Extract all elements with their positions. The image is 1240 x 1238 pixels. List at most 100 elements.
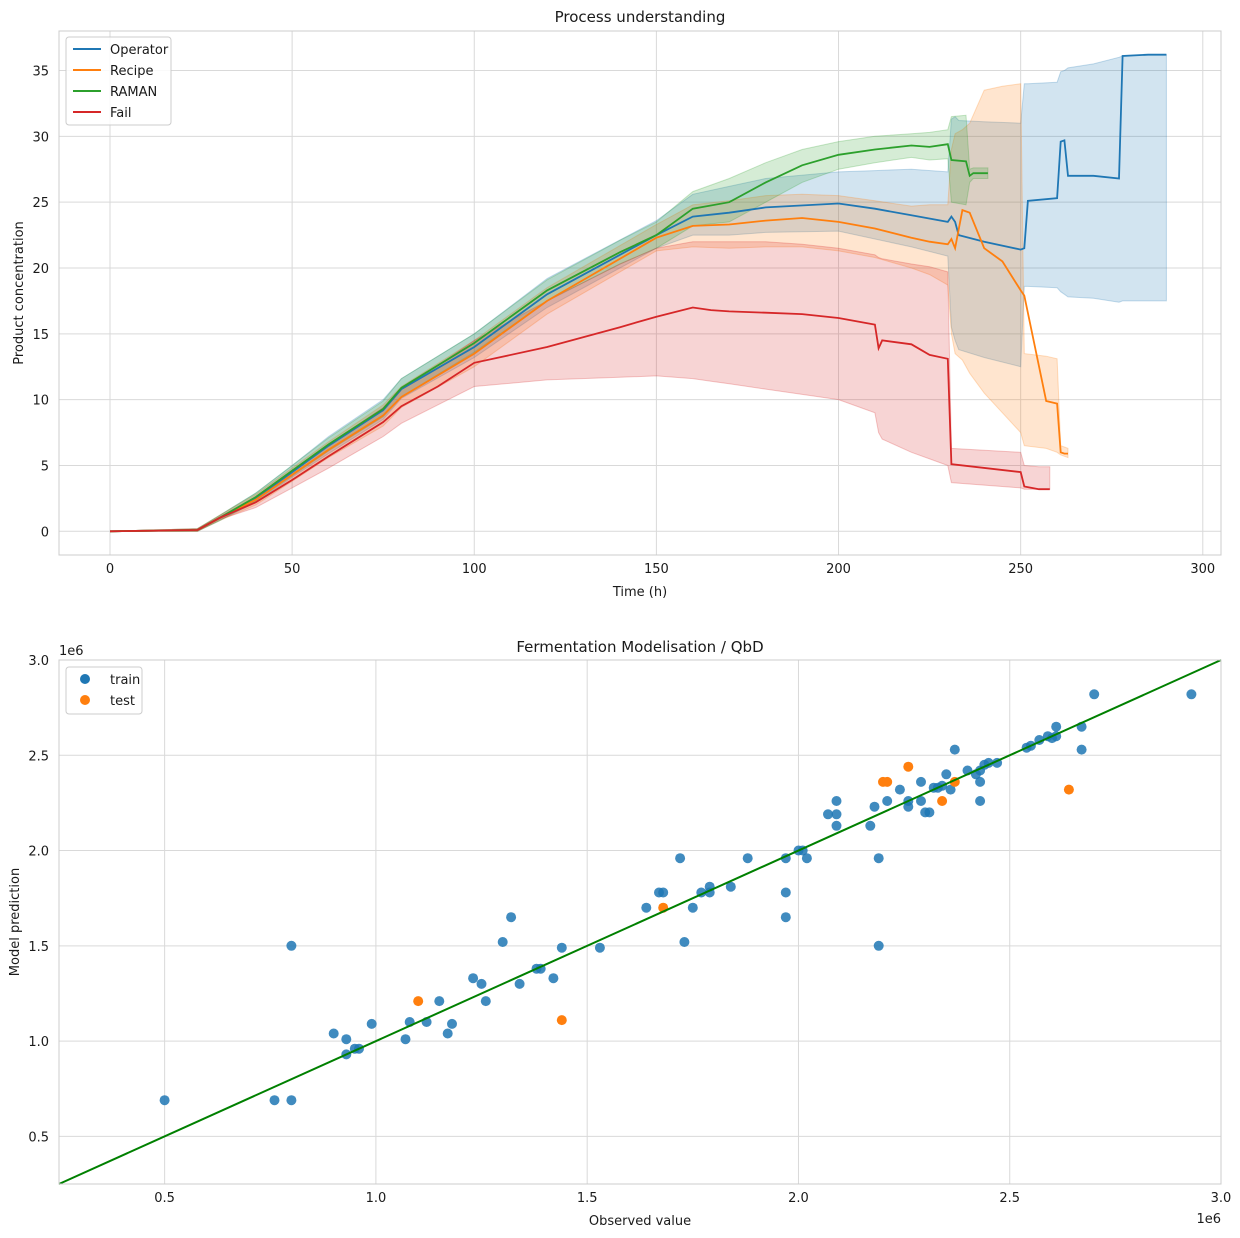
x-tick-label: 3.0 <box>1211 1191 1232 1206</box>
point-train <box>641 902 652 913</box>
point-train <box>916 796 926 806</box>
y-tick-label: 5 <box>41 459 49 474</box>
point-test <box>937 796 948 806</box>
legend-label: Fail <box>110 106 131 121</box>
point-train <box>801 853 812 864</box>
chart-title: Fermentation Modelisation / QbD <box>516 638 763 656</box>
y-tick-label: 2.5 <box>28 749 49 764</box>
point-train <box>497 937 508 947</box>
x-axis-label: Observed value <box>589 1214 691 1229</box>
x-tick-label: 250 <box>1008 562 1033 577</box>
y-tick-label: 15 <box>32 328 49 343</box>
y-tick-label: 0.5 <box>28 1130 49 1145</box>
x-tick-label: 2.5 <box>999 1191 1020 1206</box>
x-tick-label: 50 <box>284 562 301 577</box>
y-tick-labels: 0 5 10 15 20 25 30 35 <box>32 64 49 540</box>
point-train <box>328 1028 339 1039</box>
point-train <box>873 940 884 951</box>
point-train <box>434 996 445 1007</box>
point-train <box>831 796 842 806</box>
point-test <box>556 1015 567 1026</box>
point-test <box>903 761 914 772</box>
point-train <box>742 853 753 864</box>
point-train <box>286 940 297 951</box>
y-axis-label: Model prediction <box>8 868 23 976</box>
y-tick-label: 10 <box>32 394 49 409</box>
y-offset-label: 1e6 <box>59 644 84 659</box>
point-test <box>882 776 893 787</box>
fermentation-model-chart: 0.5 1.0 1.5 2.0 2.5 3.0 0.5 1.0 1.5 2.0 2.5 3.0 Fe… <box>8 638 1231 1229</box>
y-tick-label: 0 <box>41 525 49 540</box>
point-train <box>476 978 487 989</box>
point-train <box>442 1028 453 1039</box>
point-train <box>975 796 986 806</box>
y-tick-label: 2.0 <box>28 845 49 860</box>
point-train <box>1076 744 1087 755</box>
x-tick-label: 2.0 <box>788 1191 809 1206</box>
point-train <box>831 820 842 831</box>
scatter-points <box>159 689 1197 1106</box>
series-line-raman <box>109 143 988 533</box>
series-line-recipe <box>109 208 1068 533</box>
point-train <box>687 902 698 913</box>
point-train <box>975 776 986 787</box>
x-tick-label: 1.5 <box>577 1191 598 1206</box>
y-tick-label: 1.0 <box>28 1035 49 1050</box>
legend: train test <box>65 666 143 715</box>
plot-frame <box>58 659 1222 1185</box>
x-tick-label: 300 <box>1190 562 1215 577</box>
x-tick-label: 0.5 <box>154 1191 175 1206</box>
series-lines <box>109 53 1167 533</box>
point-train <box>869 801 880 812</box>
point-train <box>675 853 686 864</box>
point-train <box>941 769 952 780</box>
point-train <box>556 942 567 953</box>
point-test <box>1063 784 1074 795</box>
x-tick-labels: 0 50 100 150 200 250 300 <box>106 562 1215 577</box>
y-tick-labels: 0.5 1.0 1.5 2.0 2.5 3.0 <box>28 654 49 1145</box>
legend-label: Recipe <box>110 64 153 79</box>
point-test <box>413 996 424 1007</box>
point-train <box>679 937 690 947</box>
point-train <box>480 996 491 1007</box>
point-train <box>366 1018 377 1029</box>
y-tick-label: 20 <box>32 262 49 277</box>
point-train <box>945 784 956 795</box>
point-train <box>269 1095 280 1106</box>
y-tick-label: 1.5 <box>28 940 49 955</box>
point-train <box>949 744 960 755</box>
y-tick-label: 25 <box>32 196 49 211</box>
legend: Operator Recipe RAMAN Fail <box>65 36 172 126</box>
x-tick-label: 1.0 <box>366 1191 387 1206</box>
point-train <box>341 1034 352 1045</box>
point-train <box>725 881 736 892</box>
point-train <box>400 1034 411 1045</box>
point-train <box>514 978 525 989</box>
grid <box>59 659 1222 1184</box>
band-operator <box>109 54 1167 532</box>
legend-box <box>65 36 172 126</box>
legend-marker <box>80 674 90 684</box>
point-train <box>548 973 559 984</box>
x-tick-label: 150 <box>644 562 669 577</box>
point-train <box>780 887 791 898</box>
point-train <box>865 820 876 831</box>
y-tick-label: 3.0 <box>28 654 49 669</box>
point-train <box>1186 689 1197 700</box>
confidence-bands <box>109 54 1167 532</box>
point-train <box>873 853 884 864</box>
point-train <box>286 1095 297 1106</box>
point-train <box>924 807 935 818</box>
x-tick-labels: 0.5 1.0 1.5 2.0 2.5 3.0 <box>154 1191 1231 1206</box>
point-train <box>831 809 842 820</box>
plot-frame <box>58 30 1222 556</box>
legend-label: Operator <box>110 43 169 58</box>
point-train <box>159 1095 170 1106</box>
point-train <box>594 942 605 953</box>
point-train <box>1051 721 1062 732</box>
identity-line <box>58 659 1222 1185</box>
band-fail <box>109 241 1051 532</box>
y-tick-label: 35 <box>32 64 49 79</box>
point-train <box>468 973 479 984</box>
x-offset-label: 1e6 <box>1196 1212 1221 1227</box>
